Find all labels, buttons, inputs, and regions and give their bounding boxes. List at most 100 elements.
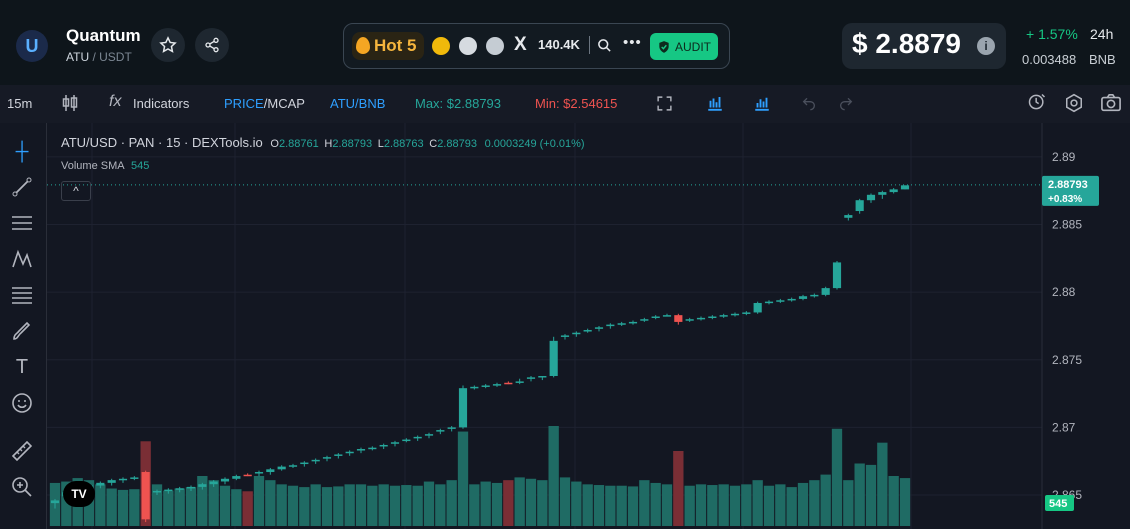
bar-chart-icon[interactable] — [706, 94, 724, 112]
volume-bar — [333, 486, 344, 526]
candle-body — [640, 319, 649, 321]
redo-icon[interactable] — [838, 95, 854, 111]
y-axis-tick-label: 2.88 — [1052, 285, 1076, 299]
candle-body — [889, 189, 898, 193]
token-header: U Quantum ATU / USDT Hot 5 X 140.4K ••• … — [0, 0, 1130, 85]
candle-body — [606, 324, 615, 327]
alert-clock-icon[interactable] — [1027, 92, 1047, 112]
candle-body — [878, 192, 887, 195]
favorite-button[interactable] — [151, 28, 185, 62]
candle-body — [209, 481, 218, 485]
volume-chart-icon[interactable] — [753, 94, 771, 112]
candle-body — [504, 382, 513, 385]
candle-body — [572, 332, 581, 335]
share-button[interactable] — [195, 28, 229, 62]
fib-retracement-icon[interactable] — [10, 283, 34, 307]
hot-rank-badge[interactable]: Hot 5 — [352, 32, 424, 60]
fullscreen-icon[interactable] — [656, 95, 673, 112]
candle-body — [356, 449, 366, 451]
price-toggle-label[interactable]: PRICE — [224, 96, 264, 111]
candle-body — [186, 486, 196, 489]
candle-body — [708, 316, 717, 319]
function-icon[interactable]: fx — [109, 93, 122, 110]
volume-bar — [514, 477, 525, 526]
candle-body — [776, 300, 785, 302]
candle-body — [855, 200, 864, 212]
volume-bar — [151, 484, 163, 526]
y-axis-tick-label: 2.89 — [1052, 150, 1076, 164]
candle-body — [832, 262, 842, 289]
zoom-in-icon[interactable] — [10, 475, 34, 499]
candle-body — [844, 215, 853, 218]
indicators-button[interactable]: Indicators — [133, 96, 190, 111]
mcap-toggle-label[interactable]: MCAP — [267, 96, 305, 111]
telegram-icon[interactable] — [486, 37, 504, 55]
candle-body — [243, 474, 252, 477]
interval-selector[interactable]: 15m — [7, 96, 33, 111]
volume-bar — [253, 476, 265, 526]
ruler-icon[interactable] — [10, 439, 34, 463]
volume-bar — [106, 488, 117, 526]
candle-body — [198, 484, 207, 487]
pattern-icon[interactable] — [10, 247, 34, 271]
audit-label: AUDIT — [675, 39, 711, 54]
candle-body — [424, 434, 434, 436]
undo-icon[interactable] — [801, 95, 817, 111]
globe-icon[interactable] — [459, 37, 477, 55]
audit-button[interactable]: AUDIT — [650, 33, 718, 60]
candle-body — [402, 439, 411, 442]
candlestick-chart-svg[interactable]: 2.892.8852.882.8752.872.8652.88793+0.83%… — [47, 123, 1130, 529]
crosshair-icon[interactable]: ┼ — [15, 140, 29, 161]
volume-bar — [899, 478, 911, 526]
flame-icon — [356, 37, 370, 54]
volume-bar — [457, 431, 469, 526]
volume-bar — [491, 482, 503, 526]
candle-body — [130, 477, 139, 479]
last-price-change-label: +0.83% — [1048, 194, 1082, 205]
volume-bar — [355, 484, 367, 526]
info-icon[interactable]: i — [977, 37, 995, 55]
volume-bar — [265, 480, 276, 526]
divider — [589, 36, 590, 54]
volume-bar — [786, 487, 797, 526]
volume-bar — [276, 484, 287, 526]
candle-type-icon[interactable] — [62, 94, 78, 112]
text-tool-icon[interactable]: T — [15, 355, 29, 378]
price-change-24h: + 1.57% — [1026, 26, 1078, 42]
volume-bar — [242, 491, 253, 526]
settings-icon[interactable] — [1064, 93, 1084, 113]
emoji-icon[interactable] — [10, 391, 34, 415]
candle-body — [447, 427, 456, 429]
search-icon[interactable] — [597, 38, 612, 53]
collapse-legend-button[interactable]: ^ — [61, 181, 91, 201]
volume-bar — [321, 487, 333, 526]
volume-bar — [197, 476, 208, 526]
trendline-icon[interactable] — [10, 175, 34, 199]
brush-icon[interactable] — [10, 319, 34, 343]
volume-bar — [729, 485, 741, 526]
volume-bar — [820, 474, 831, 526]
token-name: Quantum — [66, 26, 141, 45]
share-icon — [205, 37, 219, 53]
tradingview-logo[interactable]: TV — [63, 481, 95, 507]
legend-low-label: L — [377, 138, 384, 150]
more-options-button[interactable]: ••• — [623, 34, 642, 51]
candle-body — [810, 294, 819, 297]
price-chart[interactable]: 2.892.8852.882.8752.872.8652.88793+0.83%… — [47, 123, 1130, 529]
x-twitter-icon[interactable]: X — [514, 34, 527, 55]
camera-icon[interactable] — [1100, 93, 1122, 113]
candle-body — [821, 288, 830, 295]
volume-bar — [117, 489, 129, 526]
volume-bar — [627, 486, 639, 526]
volume-bar — [469, 484, 480, 526]
price-mcap-toggle[interactable]: PRICE/MCAP — [224, 96, 305, 111]
candle-body — [220, 478, 230, 482]
volume-bar — [537, 480, 548, 526]
atu-bnb-pair-button[interactable]: ATU/BNB — [330, 96, 386, 111]
candle-body — [515, 381, 524, 383]
horizontal-lines-icon[interactable] — [10, 211, 34, 235]
chart-stats-icon[interactable] — [432, 37, 450, 55]
candle-body — [674, 315, 683, 322]
token-pair: ATU / USDT — [66, 50, 132, 64]
base-symbol: ATU — [66, 50, 90, 64]
